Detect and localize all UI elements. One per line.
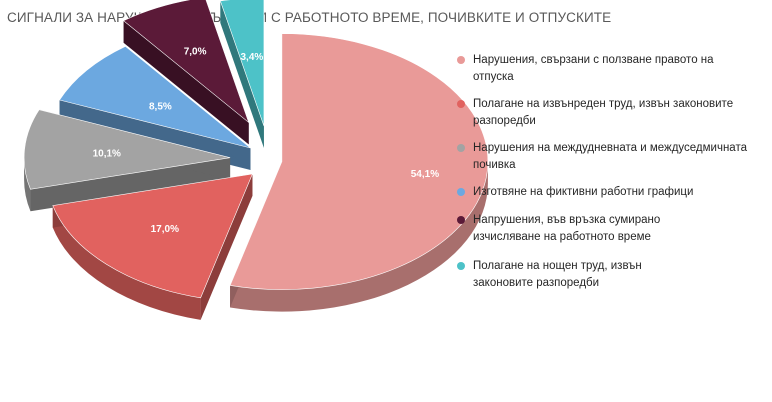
pie-slice-rest-periods bbox=[23, 109, 231, 190]
pie-slice-leave-rights bbox=[229, 33, 489, 290]
legend-label: Полагане на нощен труд, извън законовите… bbox=[473, 260, 642, 289]
legend-item-fictitious-schedules: Изготвяне на фиктивни работни графици bbox=[453, 184, 753, 201]
legend-marker bbox=[457, 144, 465, 152]
legend-marker bbox=[457, 100, 465, 108]
legend-item-night-work: Полагане на нощен труд, извън законовите… bbox=[453, 258, 703, 292]
pie-slice-side-night-work bbox=[220, 0, 264, 148]
slice-label-leave-rights: 54,1% bbox=[411, 169, 439, 180]
slice-cut-wall bbox=[123, 20, 249, 145]
legend-item-summed-working-time: Напрушения, във връзка сумирано изчисляв… bbox=[453, 212, 728, 246]
legend: Нарушения, свързани с ползване правото н… bbox=[453, 52, 753, 292]
pie-slice-summed-working-time bbox=[123, 0, 250, 124]
legend-item-leave-rights: Нарушения, свързани с ползване правото н… bbox=[453, 52, 753, 86]
slice-label-night-work: 3,4% bbox=[240, 52, 263, 63]
slice-outer-wall bbox=[230, 161, 488, 312]
slice-cut-wall bbox=[200, 173, 253, 320]
legend-marker bbox=[457, 188, 465, 196]
slice-label-summed-working-time: 7,0% bbox=[184, 46, 207, 57]
slice-label-overtime: 17,0% bbox=[151, 224, 179, 235]
slice-label-fictitious-schedules: 8,5% bbox=[149, 101, 172, 112]
legend-label: Полагане на извънреден труд, извън закон… bbox=[473, 98, 734, 127]
legend-label: Нарушения на междудневната и междуседмич… bbox=[473, 142, 747, 171]
slice-outer-wall bbox=[24, 157, 31, 212]
legend-item-rest-periods: Нарушения на междудневната и междуседмич… bbox=[453, 140, 753, 174]
legend-label: Нарушения, свързани с ползване правото н… bbox=[473, 54, 714, 83]
slice-cut-wall bbox=[220, 0, 264, 148]
legend-marker bbox=[457, 262, 465, 270]
pie-slice-fictitious-schedules bbox=[59, 45, 251, 149]
slice-cut-wall bbox=[30, 157, 231, 212]
legend-marker bbox=[457, 216, 465, 224]
legend-item-overtime: Полагане на извънреден труд, извън закон… bbox=[453, 96, 753, 130]
pie-slice-overtime bbox=[52, 173, 253, 299]
slice-outer-wall bbox=[52, 205, 201, 320]
legend-label: Изготвяне на фиктивни работни графици bbox=[473, 186, 694, 198]
pie-slice-night-work bbox=[219, 0, 265, 127]
legend-label: Напрушения, във връзка сумирано изчисляв… bbox=[473, 214, 661, 243]
legend-marker bbox=[457, 56, 465, 64]
slice-label-rest-periods: 10,1% bbox=[93, 149, 121, 160]
